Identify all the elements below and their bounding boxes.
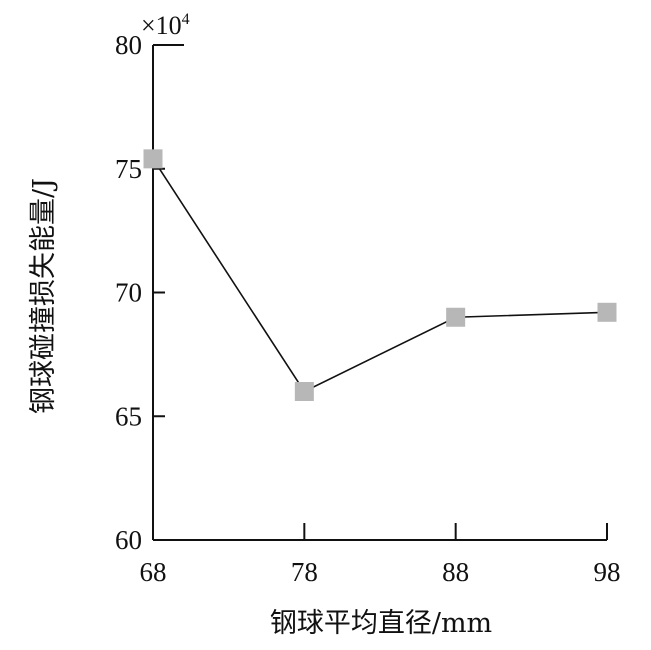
x-ticks: 68 78 88 98 — [140, 523, 621, 587]
y-axis-multiplier-base: ×10 — [141, 11, 182, 40]
x-tick-label: 98 — [594, 557, 621, 587]
x-tick-label: 88 — [442, 557, 469, 587]
y-tick-label: 60 — [115, 525, 142, 555]
y-axis-multiplier: ×104 — [141, 11, 190, 40]
y-tick-label: 70 — [115, 278, 142, 308]
series-line — [152, 158, 608, 393]
data-point-marker — [446, 307, 466, 327]
axes — [152, 44, 607, 541]
x-axis-title: 钢球平均直径/mm — [270, 608, 492, 639]
data-point-marker — [597, 302, 617, 322]
data-point-marker — [294, 382, 314, 401]
y-tick-label: 80 — [115, 30, 142, 60]
x-tick-label: 68 — [140, 557, 167, 587]
y-axis-title: 钢球碰撞损失能量/J — [28, 178, 59, 414]
y-axis-multiplier-exponent: 4 — [182, 11, 190, 28]
x-tick-label: 78 — [291, 557, 318, 587]
y-ticks: 60 65 70 75 80 — [115, 30, 165, 555]
y-tick-label: 75 — [115, 154, 142, 184]
data-point-marker — [143, 149, 163, 169]
series-layer — [143, 149, 617, 401]
y-tick-label: 65 — [115, 401, 142, 431]
